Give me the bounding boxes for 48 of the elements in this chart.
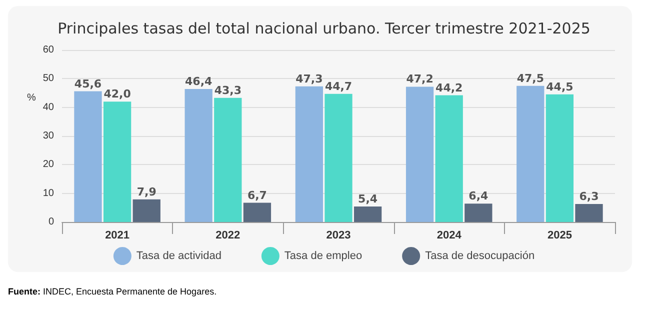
bar	[184, 88, 212, 222]
bar	[546, 94, 574, 222]
y-tick-label: 10	[42, 188, 54, 199]
y-tick-label: 50	[42, 73, 54, 84]
x-tick-label: 2022	[216, 230, 240, 242]
x-tick-label: 2024	[436, 230, 462, 242]
bar	[103, 102, 132, 222]
data-label: 5,4	[358, 192, 378, 206]
data-label: 44,5	[546, 80, 574, 94]
data-label: 47,3	[296, 72, 323, 86]
y-tick-label: 0	[48, 216, 54, 228]
data-label: 47,5	[516, 72, 544, 85]
data-label: 6,7	[247, 188, 267, 202]
y-tick-label: 20	[42, 159, 54, 170]
x-tick-label: 2023	[326, 230, 351, 242]
data-label: 6,4	[468, 190, 488, 203]
data-label: 44,7	[324, 80, 352, 93]
y-axis-title: %	[27, 92, 36, 104]
legend-label: Tasa de desocupación	[425, 250, 535, 262]
legend-label: Tasa de actividad	[136, 250, 222, 262]
bar	[354, 206, 382, 222]
bar	[464, 204, 492, 222]
x-tick-label: 2021	[105, 230, 130, 242]
y-tick-label: 60	[42, 44, 54, 56]
data-label: 45,6	[74, 77, 102, 90]
data-label: 7,9	[136, 185, 156, 198]
x-tick-label: 2025	[547, 230, 572, 242]
bar	[132, 199, 160, 222]
bar	[406, 86, 434, 222]
bar	[516, 86, 544, 222]
data-label: 47,2	[406, 72, 434, 86]
bar	[243, 202, 272, 222]
bar	[435, 95, 463, 222]
y-tick-label: 30	[42, 130, 54, 142]
bar	[295, 86, 324, 222]
data-label: 46,4	[185, 74, 213, 88]
bar	[324, 94, 352, 222]
data-label: 42,0	[104, 88, 132, 101]
y-tick-label: 40	[42, 102, 54, 113]
source-note: Fuente: INDEC, Encuesta Permanente de Hogares.	[8, 286, 217, 296]
legend-label: Tasa de empleo	[284, 250, 362, 262]
bar	[575, 204, 603, 222]
chart-title: Principales tasas del total nacional urbano. Tercer trimestre 2021-2025	[58, 20, 590, 38]
data-label: 6,3	[579, 190, 599, 203]
data-label: 44,2	[436, 81, 463, 94]
data-label: 43,3	[214, 84, 242, 97]
bar	[214, 98, 242, 222]
bar	[74, 91, 102, 222]
